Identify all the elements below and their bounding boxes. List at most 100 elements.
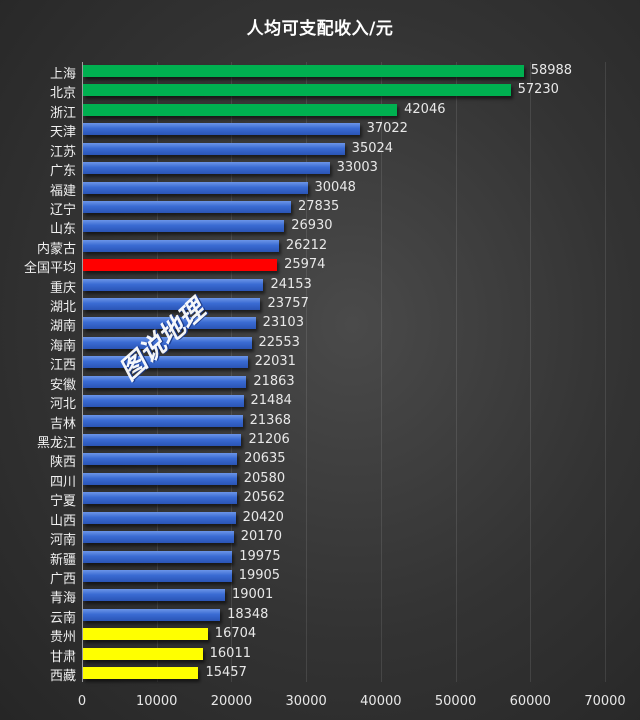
category-label: 广东 (49, 164, 76, 180)
gridline (605, 62, 606, 682)
bar-row: 海南 22553 (0, 334, 640, 354)
bar-row: 西藏 15457 (0, 664, 640, 684)
bar (83, 259, 278, 272)
x-tick-label: 10000 (136, 694, 178, 709)
bar-row: 浙江 42046 (0, 101, 640, 121)
bar (83, 492, 237, 505)
value-label: 27835 (297, 198, 340, 214)
bar (83, 414, 243, 427)
bar-row: 黑龙江 21206 (0, 431, 640, 451)
bar (83, 65, 524, 77)
bar-row: 云南 18348 (0, 606, 640, 626)
bar-row: 福建 30048 (0, 179, 640, 199)
value-label: 19975 (239, 548, 281, 564)
bar-row: 江苏 35024 (0, 140, 640, 160)
x-tick-label: 20000 (210, 694, 253, 709)
bar-row: 宁夏 20562 (0, 489, 640, 510)
category-label: 江苏 (49, 144, 76, 160)
bar-row: 全国平均 25974 (0, 256, 640, 277)
category-label: 黑龙江 (36, 435, 76, 451)
bar (83, 511, 236, 524)
category-label: 内蒙古 (36, 241, 76, 257)
bar-row: 天津 37022 (0, 120, 640, 141)
bar (83, 103, 398, 116)
category-label: 安徽 (49, 377, 76, 393)
value-label: 20420 (242, 509, 284, 525)
category-label: 四川 (49, 474, 76, 490)
value-label: 23757 (267, 296, 309, 312)
bar (83, 123, 360, 136)
category-label: 全国平均 (23, 261, 76, 277)
category-label: 天津 (49, 125, 76, 141)
gridline (530, 62, 532, 682)
value-label: 37022 (366, 121, 408, 137)
category-label: 北京 (49, 86, 76, 102)
value-label: 26212 (285, 237, 328, 253)
gridline (306, 62, 308, 682)
value-label: 22031 (254, 354, 296, 370)
category-label: 河北 (49, 397, 76, 413)
value-label: 21206 (248, 431, 290, 447)
bar-row: 四川 20580 (0, 470, 640, 490)
bar-row: 甘肃 16011 (0, 645, 640, 665)
x-tick-label: 70000 (584, 694, 626, 709)
gridline (231, 62, 233, 682)
x-tick-label: 30000 (285, 694, 327, 709)
bar (83, 181, 308, 194)
category-label: 新疆 (49, 552, 76, 568)
bar (83, 647, 203, 660)
value-label: 58988 (530, 63, 573, 78)
category-label: 河南 (49, 533, 76, 549)
bar (83, 336, 252, 349)
category-label: 上海 (49, 67, 76, 82)
category-label: 江西 (49, 358, 76, 374)
bar (83, 356, 248, 369)
bar (83, 608, 221, 621)
value-label: 19001 (231, 587, 274, 603)
bar-row: 陕西 20635 (0, 450, 640, 470)
value-label: 26930 (291, 218, 333, 234)
category-label: 云南 (49, 610, 76, 626)
value-label: 24153 (270, 276, 312, 292)
bar (83, 220, 285, 233)
bar-row: 河北 21484 (0, 392, 640, 413)
bar-row: 湖南 23103 (0, 314, 640, 335)
bar-row: 安徽 21863 (0, 373, 640, 393)
bar (83, 278, 264, 291)
gridline (380, 62, 382, 682)
y-axis-line (82, 62, 83, 682)
bar (83, 84, 511, 97)
bar-row: 重庆 24153 (0, 276, 640, 296)
bar (83, 569, 232, 582)
x-tick-label: 0 (77, 694, 87, 709)
value-label: 15457 (205, 665, 247, 681)
category-label: 宁夏 (49, 494, 76, 510)
bar-row: 山西 20420 (0, 509, 640, 529)
category-label: 湖南 (49, 319, 76, 335)
value-label: 16704 (214, 626, 257, 642)
category-label: 山东 (49, 222, 76, 238)
bar-row: 青海 19001 (0, 586, 640, 606)
bar-row: 广东 33003 (0, 159, 640, 180)
value-label: 18348 (227, 606, 269, 622)
bar (83, 200, 291, 213)
bar (83, 395, 244, 408)
bar-row: 吉林 21368 (0, 412, 640, 432)
bar-row: 广西 19905 (0, 567, 640, 587)
bar-row: 河南 20170 (0, 528, 640, 549)
gridline (156, 62, 158, 682)
value-label: 20562 (243, 490, 285, 506)
category-label: 重庆 (49, 280, 76, 296)
bar (83, 142, 345, 155)
value-label: 23103 (262, 315, 304, 331)
bar-row: 江西 22031 (0, 353, 640, 374)
gridline (455, 62, 457, 682)
category-label: 贵州 (49, 630, 76, 646)
bar-row: 湖北 23757 (0, 295, 640, 315)
category-label: 海南 (49, 338, 76, 354)
bar (83, 453, 238, 466)
value-label: 35024 (351, 140, 394, 156)
bar-row: 内蒙古 26212 (0, 237, 640, 257)
bar-row: 北京 57230 (0, 81, 640, 102)
